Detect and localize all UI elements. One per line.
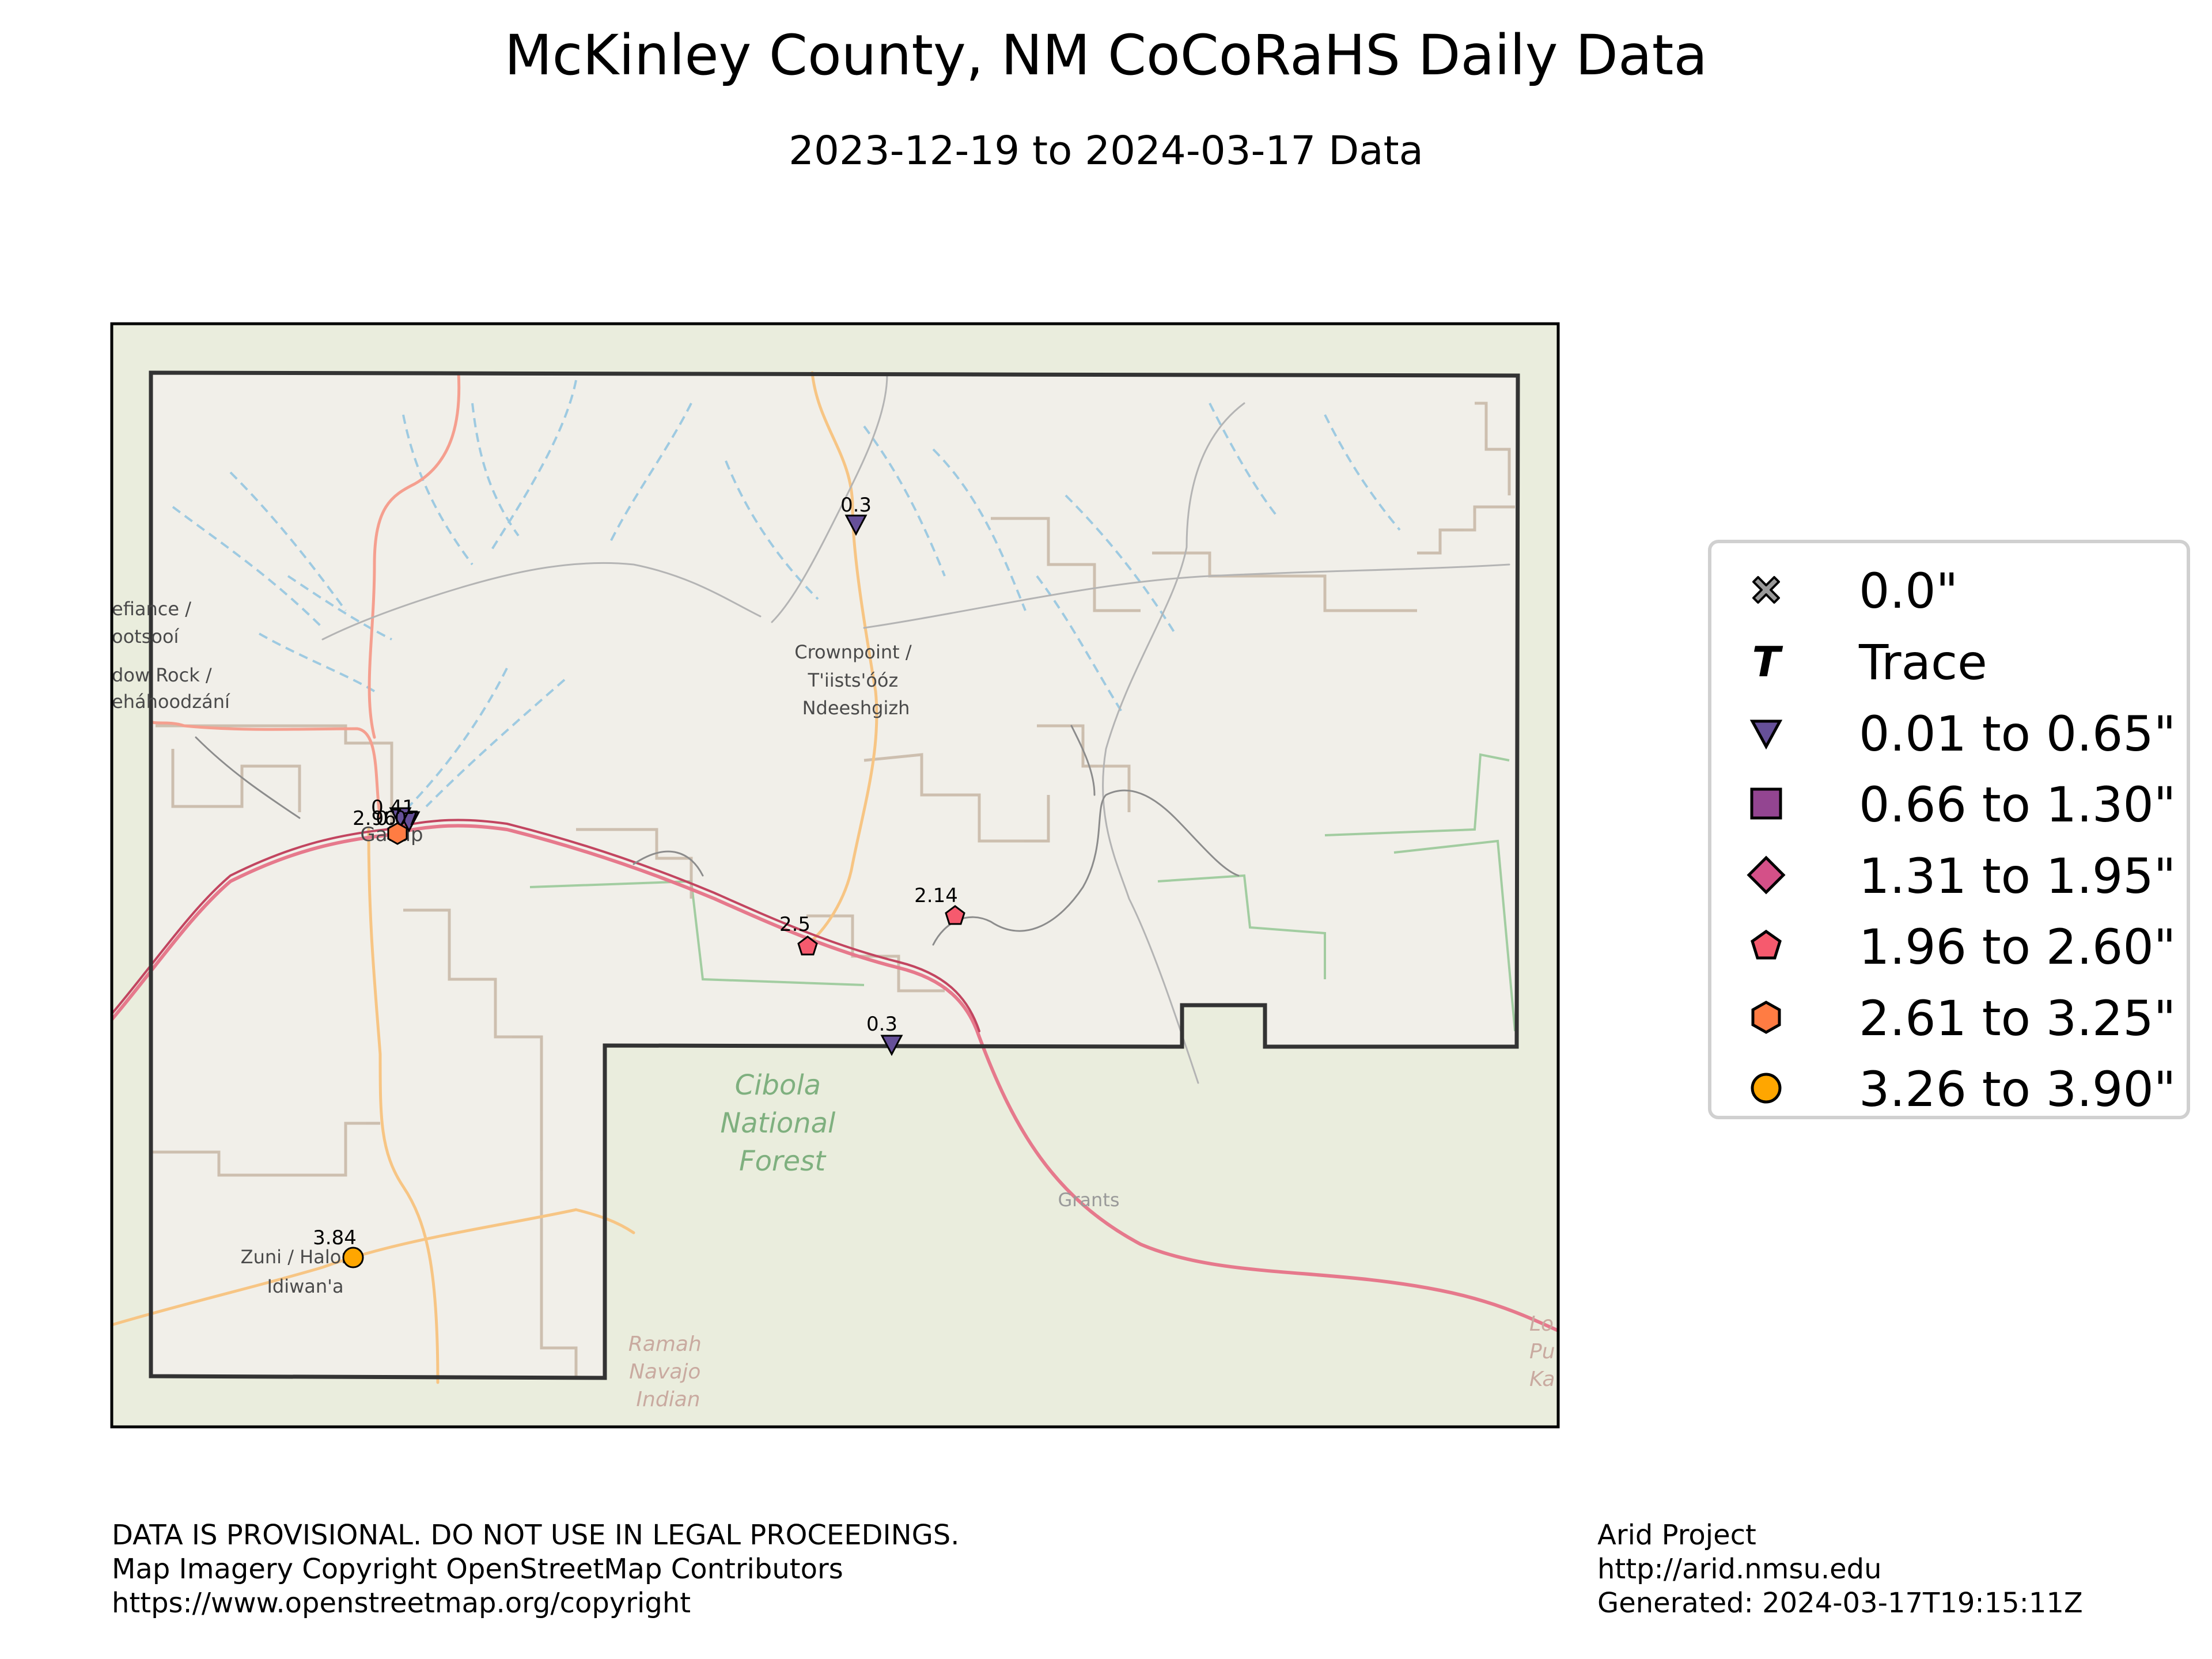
place-labels: Crownpoint / T'iists'óóz Ndeeshgizh Gall… bbox=[112, 598, 1562, 1411]
forest-area bbox=[529, 753, 1516, 1032]
footer-line: DATA IS PROVISIONAL. DO NOT USE IN LEGAL… bbox=[112, 1519, 960, 1551]
place-label-los-lunas: Lo Pu Ka bbox=[1529, 1312, 1562, 1391]
legend-label: 3.26 to 3.90" bbox=[1859, 1061, 2176, 1118]
legend-label: 1.31 to 1.95" bbox=[1859, 848, 2176, 904]
observation-value-label: 2.5 bbox=[779, 913, 810, 936]
place-label-crownpoint: Crownpoint / T'iists'óóz Ndeeshgizh bbox=[794, 641, 918, 719]
observation-markers: 0.3 0.41 0.07 2.96 2.5 2.14 0.3 3.84 bbox=[313, 494, 965, 1268]
observation-value-label: 2.96 bbox=[353, 807, 396, 830]
footer-link[interactable]: http://arid.nmsu.edu bbox=[1597, 1553, 1882, 1585]
legend-label: 0.01 to 0.65" bbox=[1859, 706, 2176, 762]
hexagon-icon bbox=[1751, 1001, 1781, 1034]
x-icon bbox=[1752, 576, 1780, 604]
square-icon bbox=[1750, 787, 1782, 820]
observation-marker[interactable]: 0.3 bbox=[840, 494, 872, 536]
observation-marker[interactable]: 3.84 bbox=[313, 1226, 364, 1268]
observation-value-label: 0.3 bbox=[840, 494, 872, 517]
map-frame bbox=[110, 322, 1560, 1429]
footer-link[interactable]: https://www.openstreetmap.org/copyright bbox=[112, 1587, 691, 1619]
legend-label: 0.66 to 1.30" bbox=[1859, 777, 2176, 833]
legend-item-zero: 0.0" bbox=[1711, 558, 2187, 619]
diamond-icon bbox=[1747, 855, 1786, 895]
legend-item-range-5: 2.61 to 3.25" bbox=[1711, 986, 2187, 1047]
map-subtitle: 2023-12-19 to 2024-03-17 Data bbox=[789, 128, 1423, 174]
land-boundaries bbox=[151, 402, 1515, 1378]
legend-item-range-6: 3.26 to 3.90" bbox=[1711, 1056, 2187, 1118]
legend-label: 0.0" bbox=[1859, 563, 1959, 619]
footer-line: Map Imagery Copyright OpenStreetMap Cont… bbox=[112, 1553, 843, 1585]
observation-marker[interactable]: 0.3 bbox=[866, 1013, 903, 1056]
legend-label: 2.61 to 3.25" bbox=[1859, 990, 2176, 1047]
place-label-window-rock: dow Rock / eháhoodzání bbox=[112, 664, 230, 713]
observation-value-label: 0.07 bbox=[376, 807, 419, 830]
svg-text:T: T bbox=[1752, 641, 1783, 681]
county-boundary bbox=[149, 370, 1520, 1380]
roads bbox=[112, 371, 1558, 1384]
observation-marker[interactable]: 2.14 bbox=[914, 884, 965, 925]
down-triangle-icon bbox=[1749, 719, 1783, 750]
observation-marker[interactable] bbox=[389, 807, 412, 829]
t-icon: T bbox=[1752, 641, 1783, 681]
footer-line: Generated: 2024-03-17T19:15:11Z bbox=[1597, 1587, 2083, 1619]
pentagon-icon bbox=[1751, 929, 1782, 960]
legend-label: Trace bbox=[1859, 634, 1987, 691]
county-fill bbox=[151, 373, 1518, 1378]
footer-disclaimer: DATA IS PROVISIONAL. DO NOT USE IN LEGAL… bbox=[112, 1518, 960, 1620]
legend-item-range-2: 0.66 to 1.30" bbox=[1711, 772, 2187, 833]
observation-value-label: 2.14 bbox=[914, 884, 958, 907]
observation-value-label: 0.3 bbox=[866, 1013, 897, 1036]
circle-icon bbox=[1751, 1073, 1782, 1104]
legend-item-range-3: 1.31 to 1.95" bbox=[1711, 843, 2187, 904]
legend: 0.0" T Trace 0.01 to 0.65" 0.66 to 1.30"… bbox=[1708, 540, 2190, 1119]
footer-credits: Arid Project http://arid.nmsu.edu Generate… bbox=[1597, 1518, 2083, 1620]
legend-item-range-4: 1.96 to 2.60" bbox=[1711, 914, 2187, 975]
place-label-grants: Grants bbox=[1058, 1189, 1119, 1211]
footer-line: Arid Project bbox=[1597, 1519, 1756, 1551]
observation-marker[interactable]: 2.5 bbox=[779, 913, 818, 956]
observation-value-label: 3.84 bbox=[313, 1226, 357, 1249]
streams bbox=[172, 380, 1401, 813]
legend-item-range-1: 0.01 to 0.65" bbox=[1711, 701, 2187, 762]
legend-label: 1.96 to 2.60" bbox=[1859, 919, 2176, 975]
observation-value-label: 0.41 bbox=[371, 796, 415, 819]
place-label-fort-defiance: efiance / ootsooí bbox=[112, 598, 197, 647]
observation-marker[interactable] bbox=[387, 822, 408, 845]
place-label-ramah-navajo-indian: Ramah Navajo Indian bbox=[628, 1332, 708, 1411]
map-title: McKinley County, NM CoCoRaHS Daily Data bbox=[504, 23, 1708, 88]
place-label-cibola-national-forest: Cibola National Forest bbox=[720, 1069, 844, 1177]
legend-item-trace: T Trace bbox=[1711, 630, 2187, 691]
